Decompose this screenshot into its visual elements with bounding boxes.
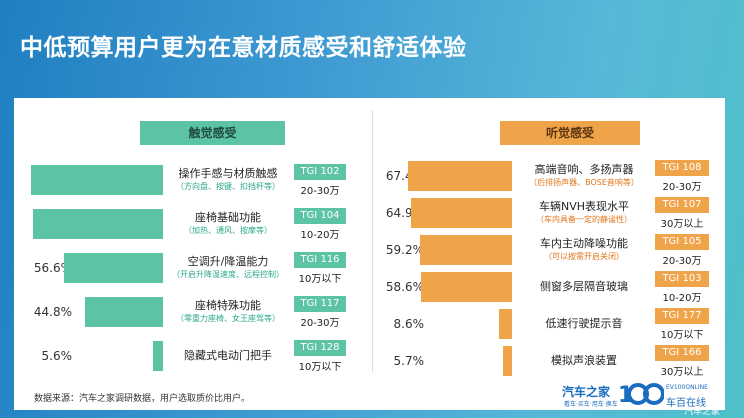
touch-tgi-badge: TGI 116 — [294, 252, 346, 268]
touch-bar — [84, 297, 163, 327]
touch-pct-label: 56.6% — [33, 261, 72, 275]
hear-category-main: 高端音响、多扬声器 — [534, 163, 634, 176]
touch-header: 触觉感受 — [140, 121, 285, 145]
hear-category-sub: （可以按需开启关闭） — [544, 252, 624, 261]
hear-pct-label: 59.2% — [385, 243, 424, 257]
touch-price-range: 10-20万 — [300, 230, 340, 241]
hear-price-range: 30万以上 — [660, 219, 704, 230]
touch-category-label: 空调升/降温能力 （开启升降温速度、远程控制） — [165, 255, 291, 280]
hear-bar — [407, 161, 512, 191]
touch-price-range: 20-30万 — [300, 318, 340, 329]
watermark: 汽车之家 — [684, 407, 721, 417]
brand-slogan: 看车·买车·用车·换车 — [564, 401, 618, 408]
hear-price-range: 10-20万 — [662, 293, 702, 304]
page-title: 中低预算用户更为在意材质感受和舒适体验 — [20, 35, 467, 61]
touch-category-sub: （加热、通风、按摩等） — [184, 226, 272, 235]
touch-price-range: 10万以下 — [298, 274, 342, 285]
touch-category-main: 座椅特殊功能 — [195, 299, 261, 312]
source-note: 数据来源：汽车之家调研数据，用户选取质价比用户。 — [34, 394, 251, 404]
hear-category-label: 车辆NVH表现水平 （车内具备一定的静谧性） — [514, 200, 654, 225]
touch-category-label: 操作手感与材质触感 （方向盘、按键、扣挡杆等） — [165, 167, 291, 192]
hear-tgi-badge: TGI 177 — [655, 308, 709, 324]
hear-category-label: 侧窗多层隔音玻璃 — [514, 280, 654, 294]
touch-bar — [153, 341, 163, 371]
touch-tgi-badge: TGI 128 — [294, 340, 346, 356]
panel-divider — [372, 110, 373, 372]
hear-pct-label: 5.7% — [393, 354, 425, 368]
hear-category-main: 车辆NVH表现水平 — [538, 200, 630, 213]
hear-tgi-badge: TGI 103 — [655, 271, 709, 287]
hear-price-range: 20-30万 — [662, 256, 702, 267]
hear-tgi-badge: TGI 107 — [655, 197, 709, 213]
partner-name-en: EV100ONLINE — [666, 384, 708, 391]
hear-bar — [498, 309, 512, 339]
touch-category-main: 空调升/降温能力 — [187, 255, 269, 268]
touch-tgi-badge: TGI 117 — [294, 296, 346, 312]
touch-category-label: 座椅基础功能 （加热、通风、按摩等） — [165, 211, 291, 236]
hear-category-label: 模拟声浪装置 — [514, 354, 654, 368]
touch-category-main: 隐藏式电动门把手 — [184, 349, 272, 362]
hear-category-main: 低速行驶提示音 — [545, 317, 623, 330]
touch-category-main: 操作手感与材质触感 — [178, 167, 278, 180]
hear-tgi-badge: TGI 105 — [655, 234, 709, 250]
touch-price-range: 20-30万 — [300, 186, 340, 197]
touch-category-sub: （方向盘、按键、扣挡杆等） — [176, 182, 280, 191]
hear-bar — [503, 346, 512, 376]
hear-price-range: 10万以下 — [660, 330, 704, 341]
touch-pct-label: 44.8% — [33, 305, 72, 319]
touch-category-label: 隐藏式电动门把手 — [165, 349, 291, 363]
touch-category-sub: （零重力座椅、女王座驾等） — [176, 314, 280, 323]
touch-category-main: 座椅基础功能 — [195, 211, 261, 224]
hear-tgi-badge: TGI 166 — [655, 345, 709, 361]
touch-bar — [63, 253, 163, 283]
hear-pct-label: 8.6% — [393, 317, 425, 331]
hear-category-sub: （车内具备一定的静谧性） — [536, 215, 632, 224]
hear-bar — [411, 198, 512, 228]
touch-pct-label: 5.6% — [41, 349, 73, 363]
partner-name-cn: 车百在线 — [666, 398, 706, 409]
hear-price-range: 20-30万 — [662, 182, 702, 193]
touch-tgi-badge: TGI 102 — [294, 164, 346, 180]
hear-tgi-badge: TGI 108 — [655, 160, 709, 176]
hear-category-main: 侧窗多层隔音玻璃 — [540, 280, 628, 293]
touch-bar — [31, 165, 163, 195]
hear-category-label: 低速行驶提示音 — [514, 317, 654, 331]
hear-price-range: 30万以上 — [660, 367, 704, 378]
touch-category-label: 座椅特殊功能 （零重力座椅、女王座驾等） — [165, 299, 291, 324]
hear-category-label: 车内主动降噪功能 （可以按需开启关闭） — [514, 237, 654, 262]
hear-category-main: 车内主动降噪功能 — [540, 237, 628, 250]
hear-category-main: 模拟声浪装置 — [551, 354, 617, 367]
hear-bar — [420, 235, 512, 265]
touch-bar — [32, 209, 163, 239]
hear-header: 听觉感受 — [500, 121, 640, 145]
touch-category-sub: （开启升降温速度、远程控制） — [172, 270, 284, 279]
brand-logo: 汽车之家 — [562, 385, 611, 399]
hear-pct-label: 58.6% — [385, 280, 424, 294]
ev100-logo-icon: 1 — [618, 383, 664, 408]
touch-tgi-badge: TGI 104 — [294, 208, 346, 224]
hear-category-sub: （后排扬声器、BOSE音响等） — [529, 178, 639, 187]
hear-bar — [421, 272, 512, 302]
touch-price-range: 10万以下 — [298, 362, 342, 373]
hear-category-label: 高端音响、多扬声器 （后排扬声器、BOSE音响等） — [514, 163, 654, 188]
